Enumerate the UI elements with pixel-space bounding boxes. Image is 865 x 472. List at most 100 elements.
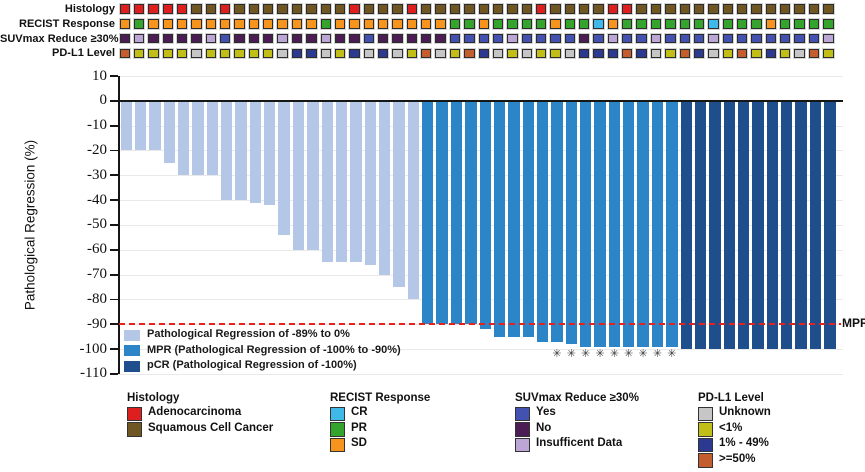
track-cell: [148, 48, 159, 59]
track-cell: [736, 19, 748, 29]
waterfall-bar: [450, 101, 463, 325]
track-cell: [794, 48, 805, 59]
waterfall-bar: [249, 101, 262, 203]
track-cell: [320, 4, 331, 14]
waterfall-bar: [781, 101, 793, 350]
track-cell: [277, 34, 288, 44]
track-cell: [507, 19, 518, 29]
track-cell: [736, 4, 748, 14]
track-cell: [133, 34, 145, 44]
track-cell: [550, 48, 561, 59]
waterfall-bar: [680, 101, 692, 350]
waterfall-bar: [264, 101, 276, 206]
track-cell: [406, 48, 418, 59]
track-cell: [162, 34, 173, 44]
waterfall-bar: [809, 101, 822, 350]
waterfall-bar: [551, 101, 563, 342]
track-cell: [263, 4, 274, 14]
plot-legend-swatch-reg: [124, 329, 140, 341]
waterfall-bar: [766, 101, 779, 350]
y-tick-mark: [110, 348, 118, 351]
track-cell: [449, 4, 461, 14]
y-tick-label: -50: [87, 216, 107, 233]
track-cell: [277, 19, 288, 29]
track-cell: [808, 34, 820, 44]
track-cell: [291, 4, 303, 14]
track-cell: [693, 34, 705, 44]
track-cell: [205, 34, 217, 44]
annotation-tracks: Histology RECIST Response SUVmax Reduce ≥3…: [0, 0, 865, 64]
track-cell: [593, 48, 604, 59]
track-cell: [291, 19, 303, 29]
track-cell: [478, 48, 489, 59]
mpr-reference-line: [119, 323, 841, 326]
track-cell: [133, 48, 145, 59]
y-tick-label: -70: [87, 266, 107, 283]
track-cell: [708, 4, 719, 14]
waterfall-bar: [709, 101, 721, 350]
y-tick-mark: [110, 373, 118, 375]
legend-item-label: SD: [351, 437, 367, 449]
waterfall-bar: [307, 101, 319, 250]
zero-baseline: [119, 99, 843, 102]
y-tick-mark: [110, 99, 118, 102]
track-cell: [679, 48, 690, 59]
legend-swatch: [698, 437, 713, 452]
track-cell: [521, 4, 532, 14]
track-cell: [765, 34, 777, 44]
track-cell: [780, 34, 791, 44]
track-cell: [492, 34, 504, 44]
waterfall-bar: [422, 101, 434, 325]
waterfall-bar: [608, 101, 621, 347]
legend-item-label: Insufficent Data: [536, 437, 623, 449]
track-cell: [492, 48, 504, 59]
legend-swatch: [127, 406, 142, 421]
waterfall-bar: [623, 101, 635, 347]
y-tick-mark: [110, 174, 118, 177]
y-tick-label: -80: [87, 290, 107, 307]
track-cell: [765, 4, 777, 14]
y-tick-label: -30: [87, 166, 107, 183]
waterfall-bar: [536, 101, 549, 342]
track-cell: [650, 19, 662, 29]
y-tick-mark: [110, 149, 118, 152]
legend-item-label: No: [536, 421, 552, 434]
track-cell: [421, 4, 432, 14]
track-cell: [492, 4, 504, 14]
track-cell: [119, 48, 130, 59]
track-cell: [794, 34, 805, 44]
track-cell: [564, 34, 576, 44]
track-cell: [148, 19, 159, 29]
track-cell: [650, 48, 662, 59]
track-cell: [693, 4, 705, 14]
track-cell: [492, 19, 504, 29]
track-cell: [421, 19, 432, 29]
gridline: [119, 373, 843, 375]
track-cell: [334, 48, 346, 59]
track-cell: [765, 48, 777, 59]
track-label-histology: Histology: [64, 3, 115, 15]
waterfall-bar: [163, 101, 175, 163]
y-tick-label: -100: [79, 340, 108, 357]
track-cell: [176, 34, 188, 44]
track-cell: [535, 34, 547, 44]
track-cell: [306, 4, 317, 14]
legend-item-label: PR: [351, 421, 367, 434]
track-cell: [708, 19, 719, 29]
track-cell: [119, 34, 130, 44]
track-cell: [435, 19, 446, 29]
mpr-reference-label: MPR: [842, 316, 865, 330]
waterfall-bar: [206, 101, 219, 176]
waterfall-bar: [723, 101, 735, 350]
track-cell: [579, 4, 590, 14]
track-cell: [277, 48, 288, 59]
legend-swatch: [127, 422, 142, 437]
track-cell: [722, 34, 733, 44]
track-cell: [665, 19, 676, 29]
track-cell: [406, 34, 418, 44]
waterfall-bar: [436, 101, 448, 325]
track-cell: [478, 19, 489, 29]
track-cell: [751, 19, 762, 29]
track-cell: [521, 19, 532, 29]
